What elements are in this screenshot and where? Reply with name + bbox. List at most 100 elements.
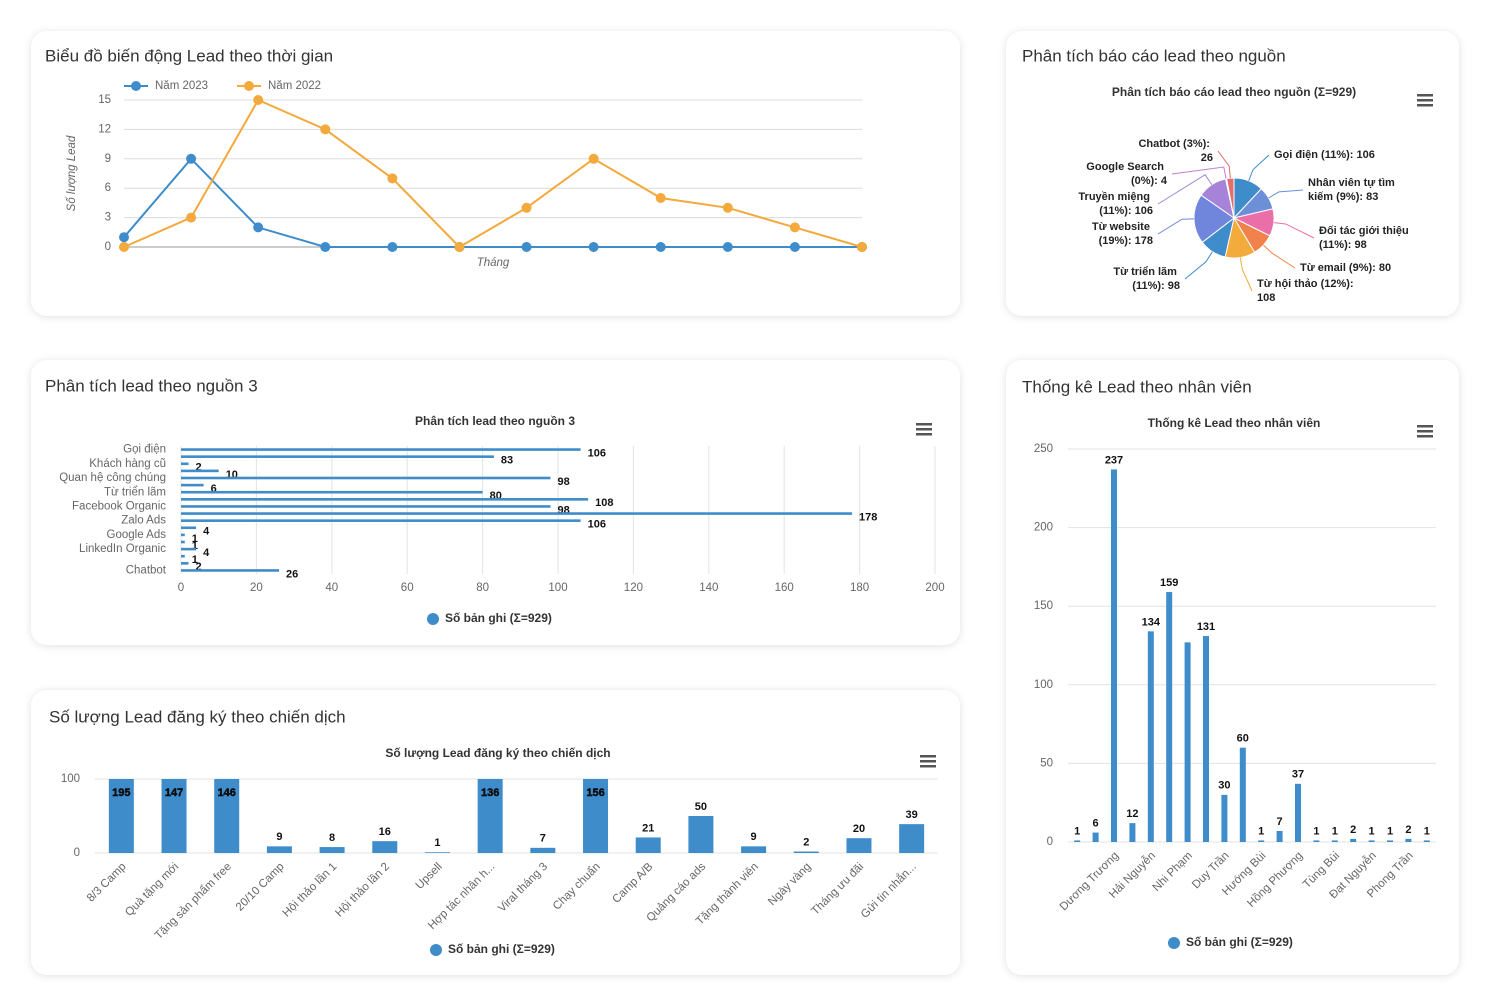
data-label: 30 bbox=[1218, 780, 1230, 792]
legend-marker bbox=[430, 944, 442, 956]
x-tick-label: 140 bbox=[699, 582, 718, 594]
bar bbox=[181, 490, 483, 494]
connector bbox=[1263, 244, 1296, 269]
y-tick-label: 100 bbox=[61, 773, 80, 785]
data-label: 98 bbox=[557, 476, 569, 488]
y-tick-label: LinkedIn Organic bbox=[79, 543, 166, 555]
data-label: 131 bbox=[1197, 621, 1215, 633]
data-label: 50 bbox=[695, 801, 707, 813]
bar bbox=[181, 476, 551, 480]
bar bbox=[1295, 783, 1301, 842]
data-label: 12 bbox=[1126, 808, 1138, 820]
bar bbox=[181, 462, 189, 466]
data-label: 21 bbox=[642, 822, 654, 834]
panel-title: Số lượng Lead đăng ký theo chiến dịch bbox=[49, 707, 346, 726]
data-label: 106 bbox=[588, 519, 606, 531]
bar bbox=[1405, 838, 1412, 842]
data-label: 106 bbox=[588, 447, 606, 459]
bar bbox=[1111, 469, 1117, 842]
bar bbox=[1092, 832, 1099, 842]
data-point bbox=[655, 193, 666, 203]
x-tick-label: 100 bbox=[548, 582, 567, 594]
bar bbox=[477, 779, 503, 853]
panel-title: Thống kê Lead theo nhân viên bbox=[1022, 377, 1252, 396]
data-point bbox=[722, 202, 733, 213]
menu-button[interactable] bbox=[1417, 425, 1433, 438]
menu-button[interactable] bbox=[916, 423, 932, 436]
y-tick-label: Quan hệ công chúng bbox=[59, 472, 166, 484]
bar bbox=[181, 526, 197, 530]
bar bbox=[181, 498, 589, 501]
legend-label: Số bản ghi (Σ=929) bbox=[445, 611, 552, 625]
bar bbox=[1239, 747, 1246, 842]
panel-title: Phân tích báo cáo lead theo nguồn bbox=[1022, 46, 1286, 65]
y-tick-label: Zalo Ads bbox=[121, 515, 166, 527]
data-label: 146 bbox=[218, 787, 236, 799]
data-label: 9 bbox=[276, 831, 282, 843]
x-tick-label: 160 bbox=[775, 582, 794, 594]
data-label: 1 bbox=[192, 554, 198, 566]
data-label: 159 bbox=[1160, 577, 1178, 589]
y-tick-label: 250 bbox=[1034, 443, 1053, 455]
bar bbox=[1368, 840, 1375, 842]
chart-title: Số lượng Lead đăng ký theo chiến dịch bbox=[385, 746, 610, 760]
chart-title: Thống kê Lead theo nhân viên bbox=[1148, 416, 1321, 430]
data-label: 9 bbox=[751, 831, 757, 843]
chart-title: Phân tích báo cáo lead theo nguồn (Σ=929… bbox=[1112, 85, 1356, 99]
menu-button[interactable] bbox=[920, 755, 936, 768]
y-tick-label: 9 bbox=[105, 153, 111, 165]
data-label: 1 bbox=[434, 837, 440, 849]
card bbox=[31, 360, 960, 645]
chart-title: Phân tích lead theo nguồn 3 bbox=[415, 414, 575, 428]
data-label: 6 bbox=[211, 483, 217, 495]
bar bbox=[181, 455, 494, 458]
panel-title: Phân tích lead theo nguồn 3 bbox=[45, 376, 258, 395]
y-tick-label: 3 bbox=[105, 212, 111, 224]
data-label: 26 bbox=[286, 568, 298, 580]
bar bbox=[530, 847, 556, 853]
data-label: 1 bbox=[1424, 825, 1430, 837]
data-label: 16 bbox=[379, 826, 391, 838]
data-label: 39 bbox=[906, 809, 918, 821]
connector bbox=[1239, 257, 1253, 292]
bar bbox=[846, 838, 872, 853]
bar bbox=[161, 779, 187, 853]
bar bbox=[1203, 636, 1209, 842]
data-label: 1 bbox=[192, 540, 198, 552]
data-label: 2 bbox=[196, 561, 202, 573]
x-tick-label: 60 bbox=[401, 582, 414, 594]
data-point bbox=[119, 242, 129, 252]
data-label: 237 bbox=[1105, 454, 1123, 466]
x-tick-label: 120 bbox=[624, 582, 643, 594]
data-label: 1 bbox=[1369, 825, 1375, 837]
card bbox=[1006, 360, 1459, 975]
bar bbox=[741, 846, 767, 853]
legend-label: Số bản ghi (Σ=929) bbox=[1186, 935, 1293, 949]
bar bbox=[181, 448, 581, 451]
slice-label: Truyền miệng (11%): 106 bbox=[1078, 191, 1153, 217]
bar bbox=[583, 779, 609, 853]
data-point bbox=[253, 95, 264, 105]
connector bbox=[1184, 251, 1213, 280]
bar bbox=[108, 779, 134, 853]
bar bbox=[688, 816, 714, 853]
slice-label: Từ triển lãm (11%): 98 bbox=[1113, 266, 1180, 292]
bar bbox=[1184, 642, 1191, 842]
card bbox=[1006, 31, 1459, 316]
bar bbox=[1147, 631, 1154, 842]
data-label: 83 bbox=[501, 455, 513, 467]
slice-label: Từ hội thảo (12%): 108 bbox=[1257, 278, 1357, 304]
connector bbox=[1171, 166, 1227, 179]
legend-label: Năm 2022 bbox=[268, 80, 321, 92]
connector bbox=[1217, 150, 1231, 179]
bar bbox=[266, 846, 292, 853]
bar bbox=[319, 847, 345, 853]
y-tick-label: Khách hàng cũ bbox=[89, 458, 166, 470]
data-label: 6 bbox=[1093, 817, 1099, 829]
bar bbox=[181, 533, 185, 537]
legend-label: Số bản ghi (Σ=929) bbox=[448, 942, 555, 956]
data-point bbox=[789, 242, 800, 252]
y-tick-label: 6 bbox=[105, 182, 111, 194]
menu-button[interactable] bbox=[1417, 94, 1433, 107]
data-point bbox=[320, 242, 331, 252]
